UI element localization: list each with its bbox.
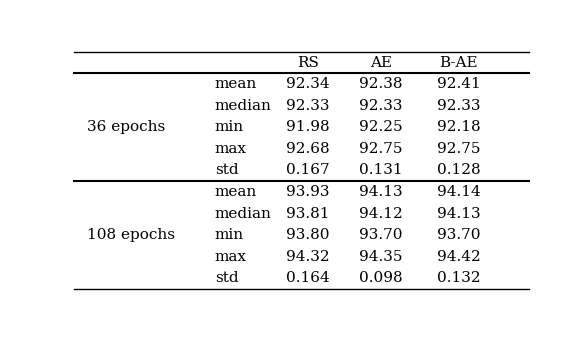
Text: 93.70: 93.70	[437, 228, 480, 242]
Text: 93.70: 93.70	[359, 228, 403, 242]
Text: 36 epochs: 36 epochs	[87, 120, 165, 135]
Text: 94.42: 94.42	[437, 250, 480, 264]
Text: 92.33: 92.33	[286, 99, 330, 113]
Text: 92.18: 92.18	[437, 120, 480, 135]
Text: 108 epochs: 108 epochs	[87, 228, 175, 242]
Text: 0.128: 0.128	[437, 163, 480, 178]
Text: 92.25: 92.25	[359, 120, 403, 135]
Text: 93.93: 93.93	[286, 185, 330, 199]
Text: AE: AE	[370, 56, 392, 69]
Text: 92.34: 92.34	[286, 77, 330, 91]
Text: max: max	[215, 250, 247, 264]
Text: RS: RS	[298, 56, 319, 69]
Text: 92.33: 92.33	[437, 99, 480, 113]
Text: 94.32: 94.32	[286, 250, 330, 264]
Text: 94.13: 94.13	[359, 185, 403, 199]
Text: 0.098: 0.098	[359, 271, 403, 285]
Text: max: max	[215, 142, 247, 156]
Text: median: median	[215, 207, 272, 221]
Text: B-AE: B-AE	[439, 56, 478, 69]
Text: mean: mean	[215, 77, 257, 91]
Text: 0.167: 0.167	[286, 163, 330, 178]
Text: 91.98: 91.98	[286, 120, 330, 135]
Text: std: std	[215, 271, 238, 285]
Text: 94.14: 94.14	[437, 185, 480, 199]
Text: 93.81: 93.81	[286, 207, 330, 221]
Text: std: std	[215, 163, 238, 178]
Text: 94.12: 94.12	[359, 207, 403, 221]
Text: 92.38: 92.38	[359, 77, 403, 91]
Text: 0.131: 0.131	[359, 163, 403, 178]
Text: 0.164: 0.164	[286, 271, 330, 285]
Text: min: min	[215, 228, 244, 242]
Text: mean: mean	[215, 185, 257, 199]
Text: 0.132: 0.132	[437, 271, 480, 285]
Text: min: min	[215, 120, 244, 135]
Text: 94.13: 94.13	[437, 207, 480, 221]
Text: median: median	[215, 99, 272, 113]
Text: 92.68: 92.68	[286, 142, 330, 156]
Text: 92.75: 92.75	[437, 142, 480, 156]
Text: 93.80: 93.80	[286, 228, 330, 242]
Text: 92.33: 92.33	[359, 99, 403, 113]
Text: 92.75: 92.75	[359, 142, 403, 156]
Text: 92.41: 92.41	[437, 77, 480, 91]
Text: 94.35: 94.35	[359, 250, 403, 264]
